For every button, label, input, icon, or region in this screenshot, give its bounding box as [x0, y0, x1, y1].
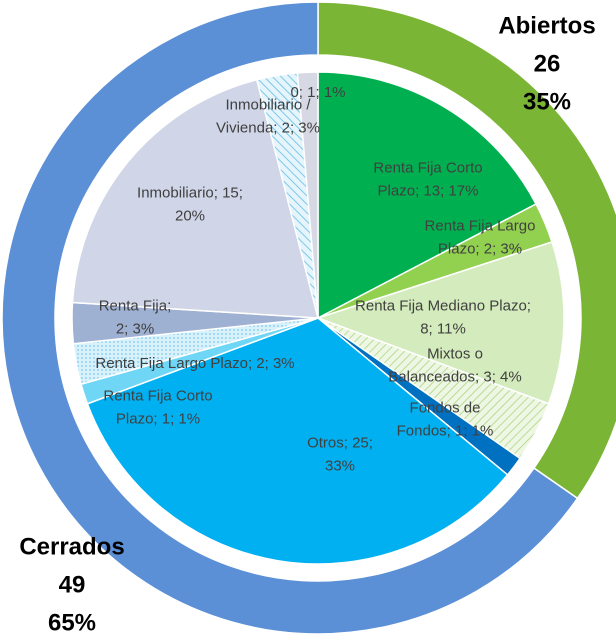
slice-label: 2; 3% [116, 320, 154, 337]
slice-label: Renta Fija Corto [103, 387, 212, 404]
slice-label: Plazo; 13; 17% [378, 182, 479, 199]
slice-label: Vivienda; 2; 3% [216, 119, 320, 136]
slice-label: Plazo; 2; 3% [438, 240, 522, 257]
slice-label: 8; 11% [420, 320, 466, 337]
slice-label: Balanceados; 3; 4% [388, 368, 521, 385]
inner-slice [315, 241, 565, 405]
slice-label: Mixtos o [427, 345, 483, 362]
ring-label: 26 [534, 50, 561, 77]
ring-label: Cerrados [19, 533, 124, 560]
slice-label: Inmobiliario; 15; [137, 184, 243, 201]
slice-label: 0; 1; 1% [290, 84, 345, 101]
ring-label: Abiertos [498, 12, 595, 39]
slice-label: Renta Fija Largo [425, 217, 536, 234]
slice-label: 33% [325, 457, 355, 474]
inner-slice [317, 71, 538, 320]
slice-label: Renta Fija; [99, 297, 172, 314]
slice-label: Inmobiliario / [225, 96, 311, 113]
inner-slice [296, 71, 319, 319]
outer-slice [1, 1, 579, 635]
ring-label: 65% [48, 609, 96, 636]
slice-label: Fondos; 1; 1% [397, 422, 494, 439]
inner-slice [86, 317, 509, 565]
slice-label: Fondos de [410, 399, 481, 416]
ring-label: 49 [59, 571, 86, 598]
slice-label: Renta Fija Mediano Plazo; [355, 297, 531, 314]
slice-label: Otros; 25; [307, 434, 373, 451]
slice-label: Renta Fija Corto [373, 159, 482, 176]
slice-label: 20% [175, 207, 205, 224]
inner-slice [71, 78, 319, 319]
slice-label: Renta Fija Largo Plazo; 2; 3% [95, 355, 294, 372]
ring-label: 35% [523, 88, 571, 115]
slice-label: Plazo; 1; 1% [116, 410, 200, 427]
